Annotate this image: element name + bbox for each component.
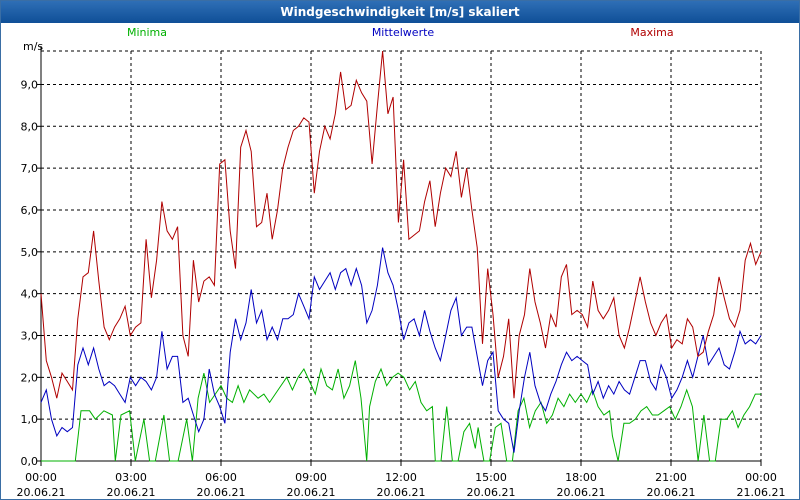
series-line-maxima (40, 50, 762, 399)
y-tick-label: 5,0 (21, 246, 39, 259)
x-tick-time: 00:00 (25, 471, 57, 484)
x-tick-date: 20.06.21 (17, 486, 66, 499)
y-tick-label: 3,0 (21, 329, 39, 342)
legend-mittelwerte: Mittelwerte (372, 26, 435, 39)
y-tick-label: 8,0 (21, 120, 39, 133)
y-tick-label: 7,0 (21, 162, 39, 175)
x-tick-time: 06:00 (205, 471, 237, 484)
x-tick-date: 20.06.21 (377, 486, 426, 499)
series-line-mittelwerte (40, 247, 762, 453)
x-tick-time: 00:00 (745, 471, 777, 484)
x-tick-date: 20.06.21 (107, 486, 156, 499)
y-tick-label: 9,0 (21, 78, 39, 91)
y-tick-label: 0,0 (21, 455, 39, 468)
x-tick-time: 15:00 (475, 471, 507, 484)
x-tick-time: 12:00 (385, 471, 417, 484)
series-lines (40, 50, 762, 462)
x-tick-date: 20.06.21 (647, 486, 696, 499)
axes (37, 46, 762, 466)
legend-minima: Minima (127, 26, 167, 39)
x-tick-date: 20.06.21 (467, 486, 516, 499)
x-tick-date: 21.06.21 (737, 486, 786, 499)
y-tick-label: 6,0 (21, 204, 39, 217)
y-tick-label: 2,0 (21, 371, 39, 384)
y-axis-label: m/s (23, 40, 43, 53)
series-line-minima (41, 360, 761, 462)
grid-lines (41, 50, 762, 462)
tick-labels: 0,0 1,0 2,0 3,0 4,0 5,0 6,0 7,0 8,0 9,0 00:00 20.06… (17, 78, 786, 499)
x-tick-time: 18:00 (565, 471, 597, 484)
legend-maxima: Maxima (630, 26, 673, 39)
y-tick-label: 4,0 (21, 288, 39, 301)
x-tick-date: 20.06.21 (557, 486, 606, 499)
y-tick-label: 1,0 (21, 413, 39, 426)
chart-title: Windgeschwindigkeit [m/s] skaliert (1, 1, 799, 23)
x-tick-date: 20.06.21 (197, 486, 246, 499)
x-tick-time: 09:00 (295, 471, 327, 484)
x-tick-date: 20.06.21 (287, 486, 336, 499)
x-tick-time: 03:00 (115, 471, 147, 484)
x-tick-time: 21:00 (655, 471, 687, 484)
